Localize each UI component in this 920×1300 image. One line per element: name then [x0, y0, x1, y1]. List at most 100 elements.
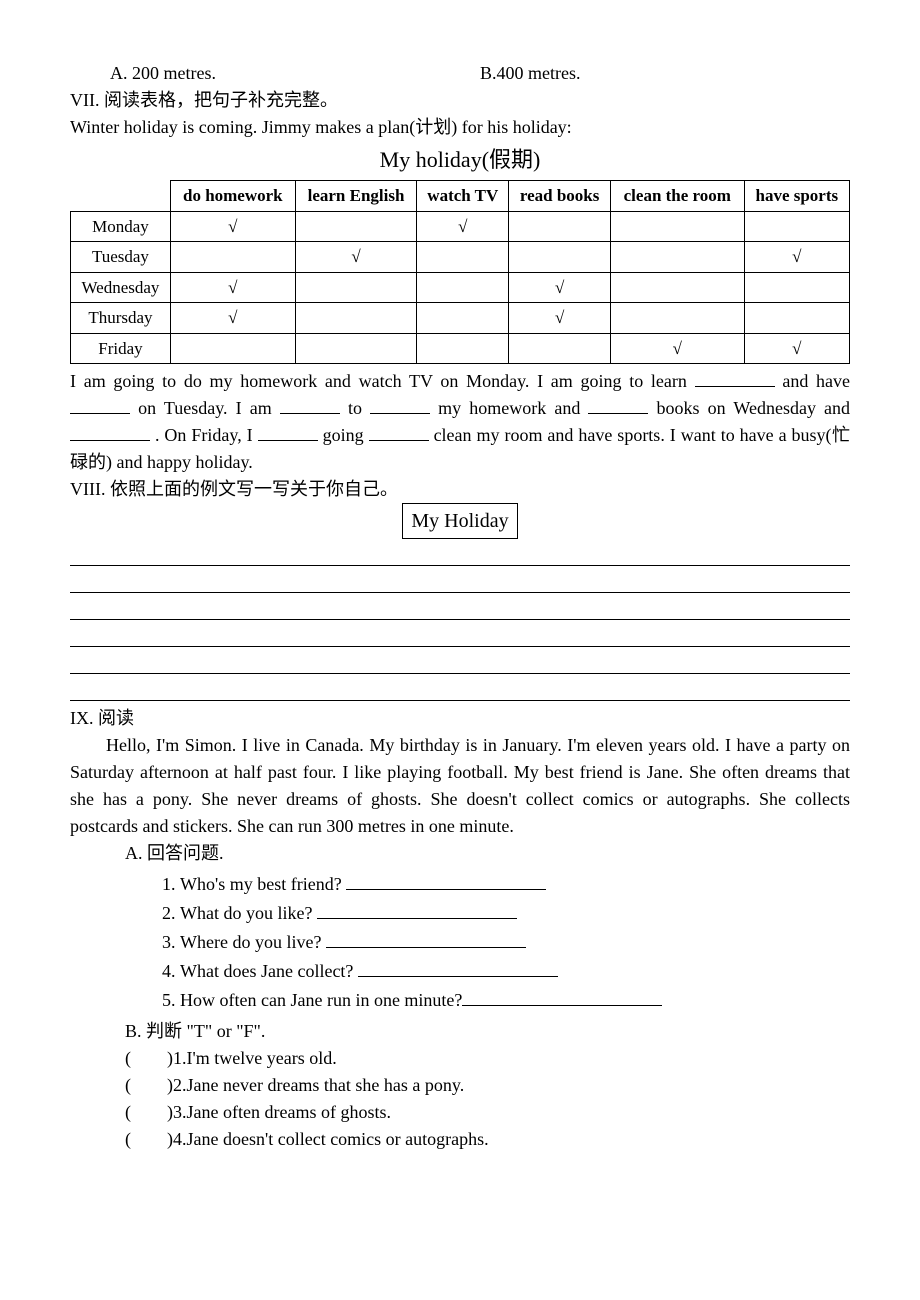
cell	[509, 333, 611, 364]
tf-item: ( )3.Jane often dreams of ghosts.	[70, 1099, 850, 1126]
qA3: Where do you live?	[180, 929, 850, 956]
fill-t8: going	[323, 425, 369, 445]
blank3[interactable]	[280, 413, 340, 414]
fill-t7: . On Friday, I	[155, 425, 258, 445]
row-day: Wednesday	[71, 272, 171, 303]
tf-text: 2.Jane never dreams that she has a pony.	[173, 1075, 464, 1095]
cell	[744, 211, 849, 242]
blank2[interactable]	[70, 413, 130, 414]
th-tv: watch TV	[417, 181, 509, 212]
qA5-blank[interactable]	[462, 1005, 662, 1006]
table-title: My holiday(假期)	[70, 143, 850, 176]
cell	[509, 242, 611, 273]
option-a[interactable]: A. 200 metres.	[110, 60, 480, 87]
writing-line-6[interactable]	[70, 678, 850, 701]
qA3-blank[interactable]	[326, 947, 526, 948]
th-homework: do homework	[170, 181, 295, 212]
cell: √	[744, 333, 849, 364]
tf-text: 3.Jane often dreams of ghosts.	[173, 1102, 391, 1122]
cell	[509, 211, 611, 242]
cell	[417, 272, 509, 303]
cell: √	[610, 333, 744, 364]
tf-bracket[interactable]: ( )	[125, 1102, 173, 1122]
qA5-text: How often can Jane run in one minute?	[180, 990, 462, 1010]
cell	[744, 303, 849, 334]
reading-passage: Hello, I'm Simon. I live in Canada. My b…	[70, 732, 850, 840]
cell	[610, 242, 744, 273]
qA4-text: What does Jane collect?	[180, 961, 358, 981]
cell	[610, 303, 744, 334]
table-row: Friday √√	[71, 333, 850, 364]
fill-t3: on Tuesday. I am	[138, 398, 280, 418]
section8-heading: VIII. 依照上面的例文写一写关于你自己。	[70, 476, 850, 503]
cell: √	[744, 242, 849, 273]
cell: √	[295, 242, 417, 273]
blank8[interactable]	[369, 440, 429, 441]
qA1-blank[interactable]	[346, 889, 546, 890]
th-sports: have sports	[744, 181, 849, 212]
fill-t2: and have	[782, 371, 850, 391]
qA1: Who's my best friend?	[180, 871, 850, 898]
cell: √	[509, 303, 611, 334]
blank7[interactable]	[258, 440, 318, 441]
partB-list: ( )1.I'm twelve years old.( )2.Jane neve…	[70, 1045, 850, 1153]
section9-heading: IX. 阅读	[70, 705, 850, 732]
th-clean: clean the room	[610, 181, 744, 212]
cell	[610, 272, 744, 303]
blank4[interactable]	[370, 413, 430, 414]
cell	[295, 272, 417, 303]
partB-heading: B. 判断 "T" or "F".	[70, 1018, 850, 1045]
cell: √	[417, 211, 509, 242]
row-day: Thursday	[71, 303, 171, 334]
qA3-text: Where do you live?	[180, 932, 326, 952]
section7-intro: Winter holiday is coming. Jimmy makes a …	[70, 114, 850, 141]
tf-item: ( )1.I'm twelve years old.	[70, 1045, 850, 1072]
th-blank	[71, 181, 171, 212]
tf-text: 4.Jane doesn't collect comics or autogra…	[173, 1129, 489, 1149]
cell	[417, 303, 509, 334]
table-header-row: do homework learn English watch TV read …	[71, 181, 850, 212]
cell: √	[170, 303, 295, 334]
my-holiday-box-wrap: My Holiday	[70, 503, 850, 539]
writing-line-4[interactable]	[70, 624, 850, 647]
qA2: What do you like?	[180, 900, 850, 927]
row-day: Friday	[71, 333, 171, 364]
cell	[610, 211, 744, 242]
cell: √	[170, 211, 295, 242]
cell	[417, 333, 509, 364]
section7-heading: VII. 阅读表格，把句子补充完整。	[70, 87, 850, 114]
tf-bracket[interactable]: ( )	[125, 1048, 173, 1068]
cell	[295, 211, 417, 242]
tf-item: ( )4.Jane doesn't collect comics or auto…	[70, 1126, 850, 1153]
tf-item: ( )2.Jane never dreams that she has a po…	[70, 1072, 850, 1099]
cell	[417, 242, 509, 273]
fill-t4: to	[348, 398, 370, 418]
th-books: read books	[509, 181, 611, 212]
qA4-blank[interactable]	[358, 976, 558, 977]
writing-line-3[interactable]	[70, 597, 850, 620]
cell: √	[170, 272, 295, 303]
qA2-text: What do you like?	[180, 903, 317, 923]
tf-bracket[interactable]: ( )	[125, 1129, 173, 1149]
qA1-text: Who's my best friend?	[180, 874, 346, 894]
blank5[interactable]	[588, 413, 648, 414]
cell	[170, 242, 295, 273]
cell	[295, 303, 417, 334]
writing-line-5[interactable]	[70, 651, 850, 674]
cell	[744, 272, 849, 303]
cell: √	[509, 272, 611, 303]
table-row: Thursday√√	[71, 303, 850, 334]
table-row: Tuesday √ √	[71, 242, 850, 273]
blank6[interactable]	[70, 440, 150, 441]
writing-line-1[interactable]	[70, 543, 850, 566]
cell	[170, 333, 295, 364]
holiday-table: do homework learn English watch TV read …	[70, 180, 850, 364]
option-b[interactable]: B.400 metres.	[480, 60, 850, 87]
fill-t6: books on Wednesday and	[657, 398, 850, 418]
qA2-blank[interactable]	[317, 918, 517, 919]
row-day: Tuesday	[71, 242, 171, 273]
writing-line-2[interactable]	[70, 570, 850, 593]
partA-heading: A. 回答问题.	[70, 840, 850, 867]
blank1[interactable]	[695, 386, 775, 387]
tf-bracket[interactable]: ( )	[125, 1075, 173, 1095]
